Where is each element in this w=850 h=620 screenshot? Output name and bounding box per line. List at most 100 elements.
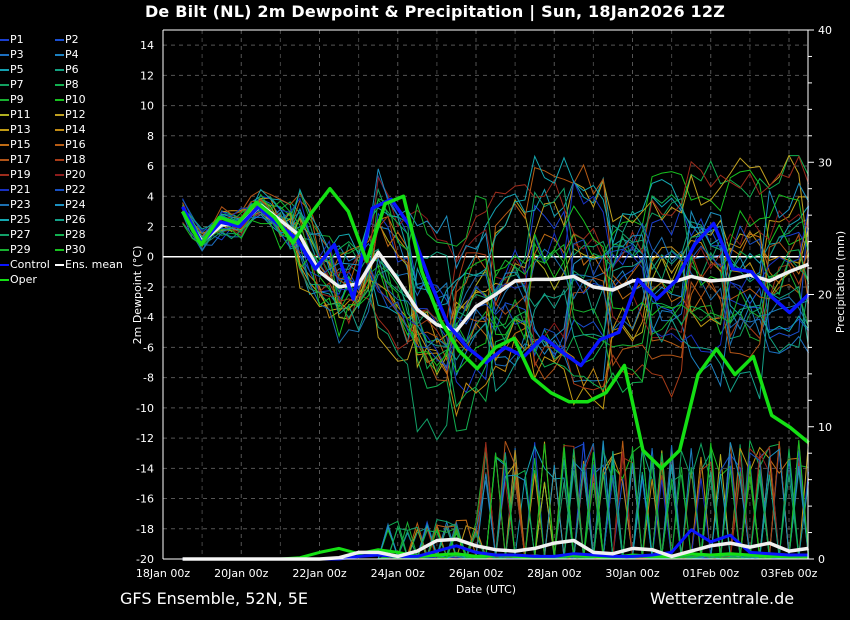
legend-item: P13 bbox=[0, 122, 31, 137]
y-tick-label: 0 bbox=[147, 251, 154, 264]
legend-swatch bbox=[55, 144, 64, 146]
x-tick-label: 26Jan 00z bbox=[449, 567, 503, 580]
legend-item: P27 bbox=[0, 227, 31, 242]
legend-item: P25 bbox=[0, 212, 31, 227]
footer-source: GFS Ensemble, 52N, 5E bbox=[120, 589, 308, 608]
legend-swatch bbox=[55, 84, 64, 86]
legend-item: P7 bbox=[0, 77, 24, 92]
y-axis-label: 2m Dewpoint (°C) bbox=[131, 245, 144, 345]
x-tick-label: 30Jan 00z bbox=[605, 567, 659, 580]
y2-tick-label: 20 bbox=[818, 289, 832, 302]
legend-swatch bbox=[0, 144, 9, 146]
legend-item: Ens. mean bbox=[55, 257, 123, 272]
member-precip-p26 bbox=[182, 450, 810, 560]
y-tick-label: -12 bbox=[136, 432, 154, 445]
y-tick-label: -14 bbox=[136, 462, 154, 475]
y-tick-label: -18 bbox=[136, 523, 154, 536]
legend-item: P28 bbox=[55, 227, 86, 242]
legend-item: P5 bbox=[0, 62, 24, 77]
member-line-p14 bbox=[182, 197, 810, 418]
legend-label: P10 bbox=[65, 93, 86, 106]
y-tick-label: -6 bbox=[143, 341, 154, 354]
legend-swatch bbox=[0, 219, 9, 221]
legend-label: P15 bbox=[10, 138, 31, 151]
legend-swatch bbox=[55, 69, 64, 71]
legend-item: Oper bbox=[0, 272, 37, 287]
legend-label: P12 bbox=[65, 108, 86, 121]
legend-label: P8 bbox=[65, 78, 79, 91]
legend-swatch bbox=[55, 204, 64, 206]
member-line-p30 bbox=[182, 194, 810, 367]
legend-swatch bbox=[0, 174, 9, 176]
y2-tick-label: 0 bbox=[818, 553, 825, 566]
footer-site: Wetterzentrale.de bbox=[650, 589, 795, 608]
legend-item: P26 bbox=[55, 212, 86, 227]
y-tick-label: 2 bbox=[147, 220, 154, 233]
legend-swatch bbox=[0, 114, 9, 116]
member-line-p10 bbox=[182, 169, 809, 374]
legend-item: P19 bbox=[0, 167, 31, 182]
legend-swatch bbox=[0, 249, 9, 251]
legend-label: P25 bbox=[10, 213, 31, 226]
legend-swatch bbox=[0, 54, 9, 56]
legend-label: P30 bbox=[65, 243, 86, 256]
legend-swatch bbox=[55, 39, 64, 41]
legend-label: P14 bbox=[65, 123, 86, 136]
x-tick-label: 03Feb 00z bbox=[761, 567, 818, 580]
legend-swatch bbox=[0, 264, 9, 266]
member-line-p29 bbox=[182, 193, 810, 385]
legend-label: P29 bbox=[10, 243, 31, 256]
legend-swatch bbox=[55, 54, 64, 56]
y2-axis-label: Precipitation (mm) bbox=[834, 230, 847, 334]
legend-item: P18 bbox=[55, 152, 86, 167]
legend-label: P2 bbox=[65, 33, 79, 46]
y-tick-label: -20 bbox=[136, 553, 154, 566]
legend-item: P22 bbox=[55, 182, 86, 197]
legend-swatch bbox=[0, 39, 9, 41]
oper-line bbox=[181, 186, 810, 471]
legend-swatch bbox=[55, 174, 64, 176]
legend-label: Control bbox=[10, 258, 50, 271]
legend-label: P20 bbox=[65, 168, 86, 181]
legend-label: P28 bbox=[65, 228, 86, 241]
legend-item: P30 bbox=[55, 242, 86, 257]
legend-swatch bbox=[0, 84, 9, 86]
legend-label: P11 bbox=[10, 108, 31, 121]
legend-swatch bbox=[0, 204, 9, 206]
y-tick-label: -16 bbox=[136, 493, 154, 506]
legend-item: P15 bbox=[0, 137, 31, 152]
y-tick-label: -10 bbox=[136, 402, 154, 415]
legend-swatch bbox=[55, 99, 64, 101]
member-line-p7 bbox=[182, 187, 809, 360]
legend-item: P16 bbox=[55, 137, 86, 152]
legend-item: P20 bbox=[55, 167, 86, 182]
legend-label: P21 bbox=[10, 183, 31, 196]
legend-label: P27 bbox=[10, 228, 31, 241]
legend-swatch bbox=[0, 189, 9, 191]
x-tick-label: 22Jan 00z bbox=[292, 567, 346, 580]
y2-tick-label: 10 bbox=[818, 421, 832, 434]
axes: 14121086420-2-4-6-8-10-12-14-16-18-2018J… bbox=[136, 24, 832, 580]
legend-swatch bbox=[55, 129, 64, 131]
legend-item: P11 bbox=[0, 107, 31, 122]
member-line-p8 bbox=[182, 155, 810, 432]
y-tick-label: 6 bbox=[147, 160, 154, 173]
legend-label: P4 bbox=[65, 48, 79, 61]
legend-item: P1 bbox=[0, 32, 24, 47]
legend-item: P2 bbox=[55, 32, 79, 47]
legend-label: P9 bbox=[10, 93, 24, 106]
legend-label: P26 bbox=[65, 213, 86, 226]
legend-item: P29 bbox=[0, 242, 31, 257]
legend-swatch bbox=[0, 234, 9, 236]
legend-label: P13 bbox=[10, 123, 31, 136]
legend-item: Control bbox=[0, 257, 50, 272]
legend-swatch bbox=[0, 279, 9, 281]
y-tick-label: -2 bbox=[143, 281, 154, 294]
legend-label: P6 bbox=[65, 63, 79, 76]
x-tick-label: 18Jan 00z bbox=[136, 567, 190, 580]
legend-item: P24 bbox=[55, 197, 86, 212]
legend-item: P9 bbox=[0, 92, 24, 107]
legend-item: P4 bbox=[55, 47, 79, 62]
member-line-p22 bbox=[182, 199, 809, 367]
